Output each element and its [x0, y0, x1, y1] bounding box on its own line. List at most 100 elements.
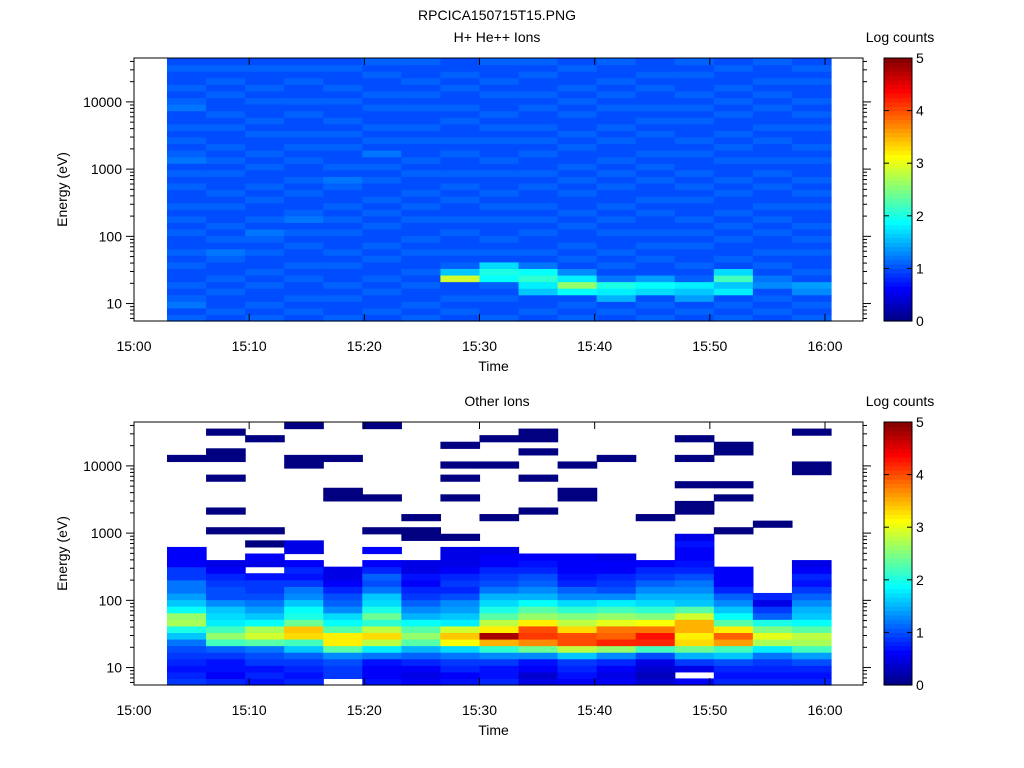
heatmap-cell: [674, 189, 715, 197]
heatmap-cell: [479, 288, 520, 296]
y-tick-label: 1000: [91, 161, 122, 177]
heatmap-cell: [401, 586, 442, 594]
heatmap-cell: [635, 90, 676, 99]
heatmap-cell: [440, 638, 481, 647]
heatmap-cell: [479, 143, 520, 151]
heatmap-cell: [401, 136, 442, 145]
colorbar-swatch: [884, 430, 912, 436]
colorbar-tick-label: 1: [916, 624, 924, 640]
heatmap-cell: [557, 176, 598, 184]
heatmap-cell: [557, 189, 598, 197]
heatmap-cell: [440, 592, 481, 601]
heatmap-cell: [440, 586, 481, 594]
heatmap-cell: [557, 202, 598, 210]
colorbar-swatch: [884, 540, 912, 546]
heatmap-cell: [791, 117, 832, 125]
heatmap-cell: [167, 546, 207, 555]
heatmap-cell: [596, 215, 637, 223]
heatmap-cell: [245, 261, 285, 269]
heatmap-cell: [245, 215, 285, 223]
colorbar-swatch: [884, 158, 912, 164]
heatmap-cell: [401, 58, 442, 66]
heatmap-cell: [362, 84, 402, 92]
heatmap-cell: [479, 435, 520, 443]
heatmap-cell: [401, 176, 442, 184]
heatmap-cell: [596, 136, 637, 145]
colorbar-swatch: [884, 303, 912, 309]
heatmap-cell: [323, 301, 363, 309]
heatmap-cell: [401, 202, 442, 210]
colorbar-swatch: [884, 101, 912, 107]
heatmap-cell: [362, 625, 402, 633]
heatmap-cell: [479, 514, 520, 522]
heatmap-cell: [596, 301, 637, 309]
heatmap-cell: [167, 143, 207, 151]
heatmap-cell: [362, 130, 402, 138]
heatmap-cell: [440, 671, 481, 680]
heatmap-cell: [479, 110, 520, 118]
heatmap-cell: [323, 222, 363, 230]
heatmap-cell: [440, 619, 481, 627]
heatmap-cell: [167, 612, 207, 620]
heatmap-cell: [401, 169, 442, 177]
heatmap-cell: [440, 136, 481, 145]
heatmap-cell: [362, 307, 402, 316]
heatmap-cell: [674, 638, 715, 647]
heatmap-cell: [557, 182, 598, 191]
heatmap-cell: [752, 665, 793, 673]
heatmap-cell: [635, 612, 676, 620]
colorbar-swatch: [884, 128, 912, 134]
heatmap-cell: [752, 645, 793, 653]
heatmap-cell: [713, 189, 754, 197]
heatmap-cell: [635, 573, 676, 581]
colorbar-swatch: [884, 224, 912, 230]
heatmap-cell: [323, 606, 363, 614]
heatmap-cell: [245, 307, 285, 316]
colorbar-swatch: [884, 636, 912, 642]
heatmap-cell: [362, 136, 402, 145]
heatmap-cell: [245, 189, 285, 197]
heatmap-cell: [596, 143, 637, 151]
heatmap-cell: [479, 123, 520, 131]
heatmap-cell: [284, 235, 324, 243]
heatmap-cell: [167, 150, 207, 158]
heatmap-cell: [557, 150, 598, 158]
x-tick-label: 15:00: [116, 702, 151, 718]
heatmap-cell: [791, 77, 832, 85]
heatmap-cell: [245, 64, 285, 72]
heatmap-cell: [206, 619, 246, 627]
heatmap-cell: [167, 71, 207, 79]
heatmap-cell: [362, 494, 402, 502]
heatmap-cell: [401, 248, 442, 256]
heatmap-cell: [635, 110, 676, 118]
heatmap-cell: [440, 579, 481, 587]
heatmap-cell: [362, 678, 402, 686]
heatmap-cell: [557, 599, 598, 607]
colorbar-swatch: [884, 136, 912, 142]
heatmap-cell: [752, 84, 793, 92]
heatmap-cell: [557, 288, 598, 296]
heatmap-cell: [596, 599, 637, 607]
heatmap-cell: [401, 566, 442, 574]
heatmap-cell: [440, 281, 481, 289]
heatmap-cell: [674, 507, 715, 515]
heatmap-cell: [362, 215, 402, 223]
heatmap-cell: [206, 222, 246, 230]
heatmap-cell: [440, 573, 481, 581]
panel-other-ions: 15:00 15:10 15:20 15:30 15:40 15:50 16:00 Time 1…: [54, 393, 934, 738]
colorbar-swatch: [884, 439, 912, 445]
heatmap-cell: [206, 507, 246, 515]
colorbar-swatch: [884, 492, 912, 498]
heatmap-cell: [323, 665, 363, 673]
heatmap-cell: [557, 215, 598, 223]
heatmap-cell: [479, 573, 520, 581]
heatmap-cell: [674, 599, 715, 607]
heatmap-cell: [635, 606, 676, 614]
heatmap-cell: [596, 117, 637, 125]
heatmap-cell: [401, 235, 442, 243]
heatmap-cell: [518, 90, 559, 99]
heatmap-cell: [713, 130, 754, 138]
heatmap-cell: [791, 97, 832, 105]
heatmap-cell: [206, 645, 246, 653]
heatmap-cell: [401, 665, 442, 673]
